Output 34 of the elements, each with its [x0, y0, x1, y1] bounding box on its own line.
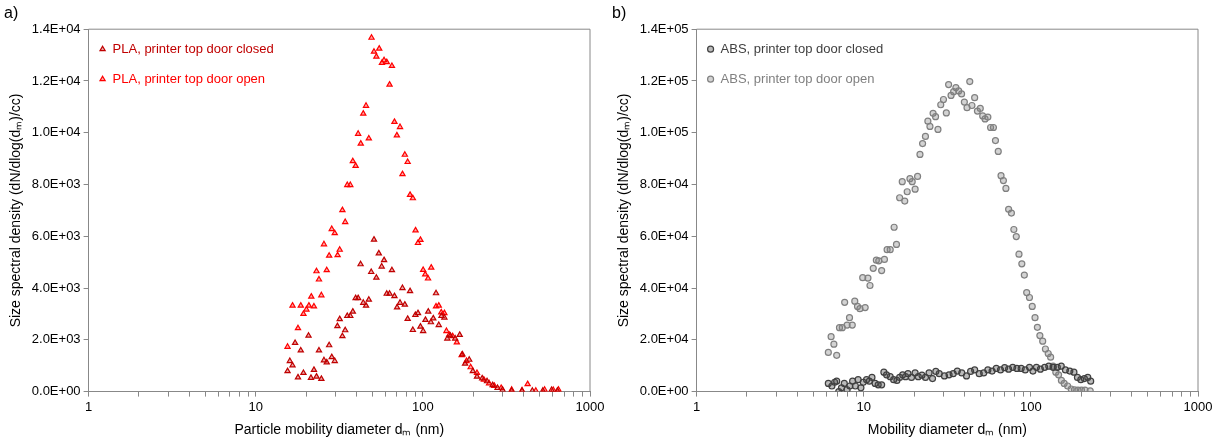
- chart-title: a): [4, 4, 19, 22]
- y-tick-label: 4.0E+04: [639, 279, 689, 295]
- x-tick-label: 1000: [1183, 398, 1213, 414]
- legend-label: PLA, printer top door closed: [112, 40, 274, 56]
- y-tick-label: 1.4E+05: [639, 20, 689, 36]
- y-tick-label: 1.2E+05: [639, 72, 689, 88]
- legend-label: PLA, printer top door open: [112, 70, 266, 86]
- x-tick-label: 1000: [575, 398, 605, 414]
- x-axis-title: Mobility diameter dₘ (nm): [867, 421, 1027, 438]
- y-tick-label: 8.0E+03: [31, 176, 81, 192]
- y-tick-label: 6.0E+04: [639, 227, 689, 243]
- y-tick-label: 8.0E+04: [639, 176, 689, 192]
- y-tick-label: 1.2E+04: [31, 72, 81, 88]
- y-axis-title: Size spectral density (dN/dlog(dₘ)/cc): [615, 93, 632, 328]
- x-tick-label: 100: [1020, 398, 1042, 414]
- x-tick-label: 10: [856, 398, 871, 414]
- x-tick-label: 100: [412, 398, 434, 414]
- x-tick-label: 10: [248, 398, 263, 414]
- y-tick-label: 0.0E+00: [31, 383, 81, 399]
- x-axis-title: Particle mobility diameter dₘ (nm): [234, 421, 445, 438]
- x-tick-label: 1: [84, 398, 93, 414]
- y-tick-label: 4.0E+03: [31, 279, 81, 295]
- x-tick-label: 1: [692, 398, 701, 414]
- legend-label: ABS, printer top door closed: [720, 40, 884, 56]
- chart-title: b): [612, 4, 627, 22]
- legend-label: ABS, printer top door open: [720, 70, 875, 86]
- y-tick-label: 1.4E+04: [31, 20, 81, 36]
- y-tick-label: 1.0E+04: [31, 124, 81, 140]
- y-axis-title: Size spectral density (dN/dlog(dₘ)/cc): [7, 93, 24, 328]
- y-tick-label: 2.0E+04: [639, 331, 689, 347]
- y-tick-label: 0.0E+00: [639, 383, 689, 399]
- y-tick-label: 2.0E+03: [31, 331, 81, 347]
- y-tick-label: 1.0E+05: [639, 124, 689, 140]
- y-tick-label: 6.0E+03: [31, 227, 81, 243]
